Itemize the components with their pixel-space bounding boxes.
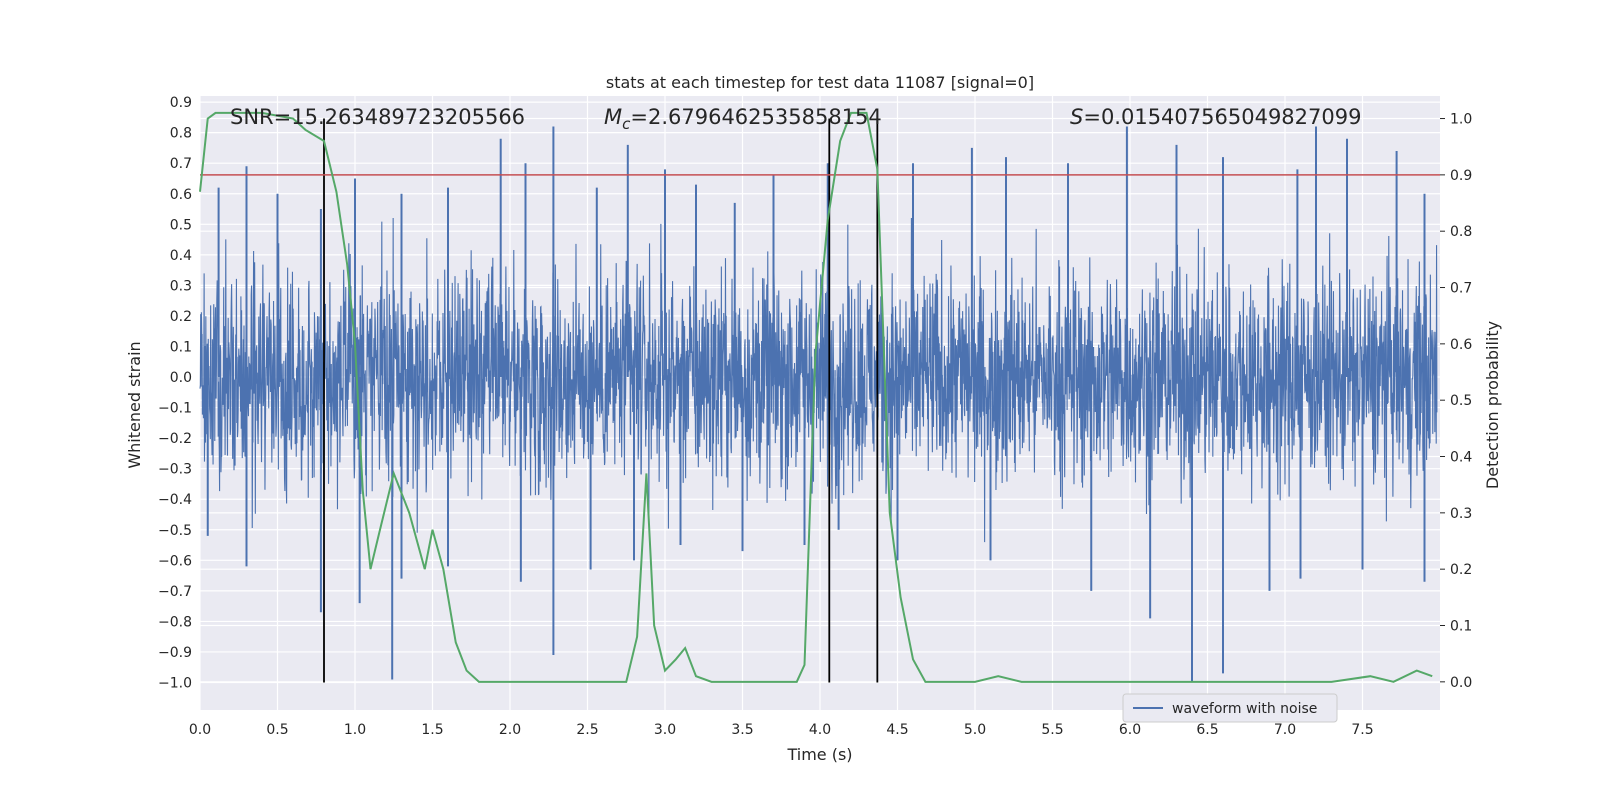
x-tick-label: 7.0 — [1274, 722, 1296, 738]
y-tick-label: −0.5 — [158, 523, 192, 539]
x-tick-label: 4.0 — [809, 722, 831, 738]
x-tick-label: 5.0 — [964, 722, 986, 738]
y2-tick-label: 0.5 — [1450, 393, 1472, 409]
y-tick-label: 0.5 — [170, 217, 192, 233]
y-tick-label: 0.2 — [170, 309, 192, 325]
y2-axis-label: Detection probability — [1483, 321, 1502, 489]
y-tick-label: 0.9 — [170, 95, 192, 111]
x-tick-label: 1.0 — [344, 722, 366, 738]
y-tick-label: −0.1 — [158, 401, 192, 417]
y-tick-label: 0.7 — [170, 156, 192, 172]
y-tick-label: 0.8 — [170, 126, 192, 142]
y2-tick-label: 0.6 — [1450, 337, 1472, 353]
x-tick-label: 7.5 — [1351, 722, 1373, 738]
y-ticks: 0.9 0.8 0.7 0.6 0.5 0.4 0.3 0.2 0.1 0.0 −0.1 −0.2 −0… — [158, 95, 192, 691]
y2-tick-label: 0.7 — [1450, 281, 1472, 297]
y2-ticks: 0.0 0.1 0.2 0.3 0.4 0.5 0.6 0.7 0.8 0.9 1.0 — [1440, 112, 1472, 691]
y2-tick-label: 0.4 — [1450, 450, 1472, 466]
y-tick-label: −0.4 — [158, 492, 192, 508]
x-tick-label: 2.0 — [499, 722, 521, 738]
y2-tick-label: 0.8 — [1450, 224, 1472, 240]
x-tick-label: 0.5 — [266, 722, 288, 738]
x-tick-label: 0.0 — [189, 722, 211, 738]
y-tick-label: −0.3 — [158, 462, 192, 478]
x-tick-label: 6.0 — [1119, 722, 1141, 738]
y-tick-label: −0.2 — [158, 431, 192, 447]
x-axis-label: Time (s) — [786, 745, 852, 764]
y-tick-label: −1.0 — [158, 676, 192, 692]
y-tick-label: −0.8 — [158, 614, 192, 630]
y-tick-label: 0.4 — [170, 248, 192, 264]
y2-tick-label: 0.0 — [1450, 675, 1472, 691]
x-tick-label: 4.5 — [886, 722, 908, 738]
y-tick-label: 0.0 — [170, 370, 192, 386]
x-tick-label: 5.5 — [1041, 722, 1063, 738]
y-tick-label: 0.3 — [170, 278, 192, 294]
waveform-series — [199, 126, 1438, 683]
y2-tick-label: 0.2 — [1450, 562, 1472, 578]
x-tick-label: 3.0 — [654, 722, 676, 738]
waveform-line — [199, 217, 1438, 543]
y2-tick-label: 0.9 — [1450, 168, 1472, 184]
y-tick-label: 0.6 — [170, 187, 192, 203]
x-ticks: 0.0 0.5 1.0 1.5 2.0 2.5 3.0 3.5 4.0 4.5 5.0 5.5 6.0 6… — [189, 722, 1374, 738]
legend: waveform with noise — [1122, 693, 1338, 723]
probability-series — [199, 111, 1433, 683]
x-tick-label: 1.5 — [421, 722, 443, 738]
s-annotation: S=0.015407565049827099 — [1070, 105, 1361, 129]
chart-title: stats at each timestep for test data 110… — [606, 73, 1034, 92]
y-tick-label: −0.6 — [158, 553, 192, 569]
x-tick-label: 6.5 — [1196, 722, 1218, 738]
y-axis-label: Whitened strain — [125, 341, 144, 468]
y2-tick-label: 0.1 — [1450, 619, 1472, 635]
legend-label: waveform with noise — [1172, 701, 1317, 717]
mc-annotation: Mc=2.6796462535858154 — [604, 105, 882, 133]
y2-tick-label: 0.3 — [1450, 506, 1472, 522]
x-tick-label: 3.5 — [731, 722, 753, 738]
legend-box — [1122, 693, 1338, 723]
y-tick-label: 0.1 — [170, 339, 192, 355]
y-tick-label: −0.9 — [158, 645, 192, 661]
probability-line — [199, 111, 1433, 683]
snr-annotation: SNR=15.263489723205566 — [230, 105, 525, 129]
y2-tick-label: 1.0 — [1450, 112, 1472, 128]
x-tick-label: 2.5 — [576, 722, 598, 738]
y-tick-label: −0.7 — [158, 584, 192, 600]
